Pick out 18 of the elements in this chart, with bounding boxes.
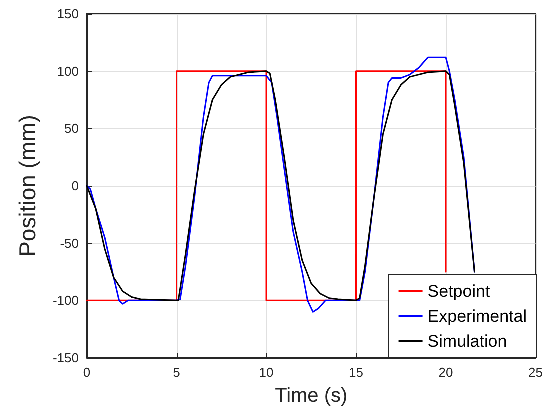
x-tick-label: 25	[528, 365, 544, 380]
y-tick-label: 50	[64, 121, 79, 136]
x-tick-label: 5	[173, 365, 180, 380]
y-tick-label: 100	[57, 64, 79, 79]
x-tick-label: 10	[259, 365, 274, 380]
x-tick-label: 15	[349, 365, 364, 380]
legend-label: Setpoint	[428, 282, 490, 301]
legend-label: Experimental	[428, 307, 528, 326]
x-axis-title: Time (s)	[275, 385, 348, 407]
x-tick-label: 0	[83, 365, 91, 380]
y-tick-label: 0	[72, 178, 79, 194]
legend-label: Simulation	[428, 332, 508, 351]
y-tick-label: -50	[60, 236, 79, 251]
y-axis-title: Position (mm)	[14, 115, 40, 257]
x-tick-label: 20	[438, 365, 454, 380]
y-tick-label: -100	[52, 293, 79, 308]
y-tick-label: -150	[52, 350, 79, 366]
y-tick-label: 150	[57, 6, 79, 22]
